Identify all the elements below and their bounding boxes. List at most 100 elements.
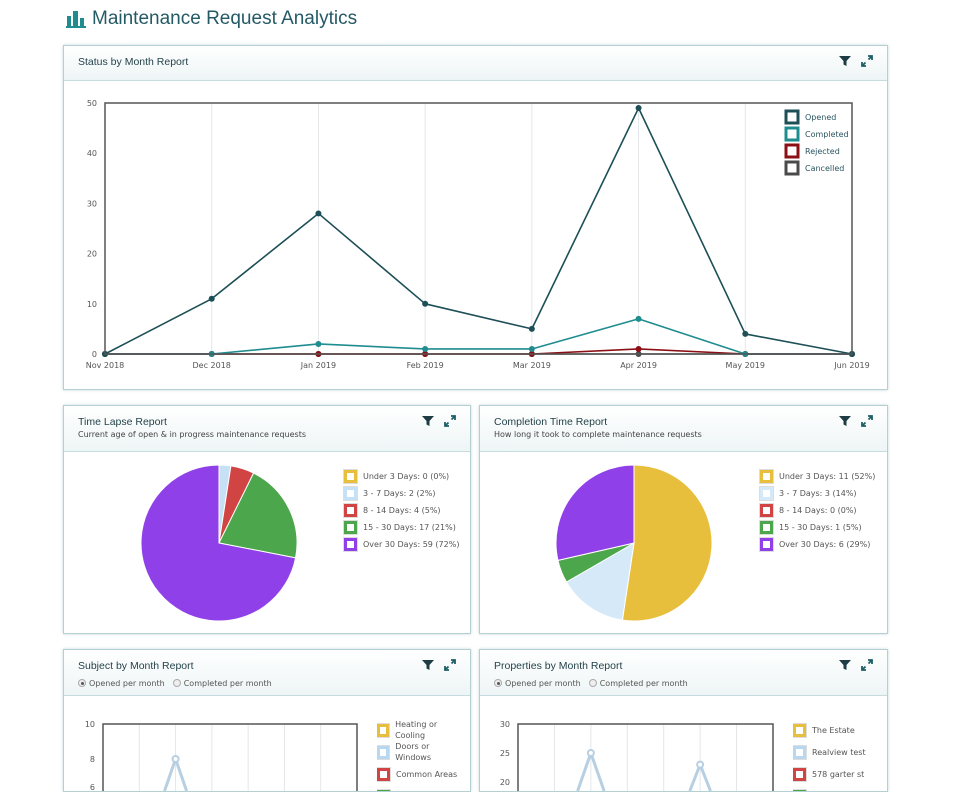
radio-completed-per-month[interactable]: Completed per month [588,679,688,688]
expand-icon[interactable] [861,415,873,427]
legend-swatch [344,521,357,534]
legend-item: 8 - 14 Days: 0 (0%) [760,502,875,519]
x-tick-label: Nov 2018 [86,361,125,370]
expand-icon[interactable] [444,415,456,427]
time-lapse-pie [140,464,298,622]
y-tick-label: 30 [87,199,97,208]
radio-opened-per-month[interactable]: Opened per month [494,679,581,688]
filter-icon[interactable] [422,415,434,427]
completion-time-pie [555,464,713,622]
radio-completed-per-month[interactable]: Completed per month [172,679,272,688]
card-title: Completion Time Report [494,416,608,428]
expand-icon[interactable] [444,659,456,671]
card-title: Subject by Month Report [78,660,194,672]
data-point [171,755,180,763]
y-tick-label: 20 [500,778,510,787]
legend-label: Diamond Place [812,791,872,792]
legend-swatch [784,126,800,142]
page-title-text: Maintenance Request Analytics [92,8,358,29]
pie-slice [140,464,297,622]
data-point [528,345,535,352]
legend-item: Over 30 Days: 6 (29%) [760,536,875,553]
time-lapse-card: Time Lapse Report Current age of open & … [63,405,471,634]
x-tick-label: Feb 2019 [407,361,444,370]
data-point [422,300,429,307]
card-subtitle: How long it took to complete maintenance… [494,430,702,439]
legend-item: Diamond Place [793,785,883,791]
legend-item-cancelled: Cancelled [784,160,844,176]
legend-label: Heating or Cooling [395,720,438,740]
legend-label: Realview test [812,747,866,757]
filter-icon[interactable] [839,415,851,427]
legend-item: Common Areas [377,763,462,785]
legend-swatch [784,160,800,176]
data-point [635,345,642,352]
legend-label: Pest Control [396,791,444,792]
x-tick-label: Jan 2019 [300,361,336,370]
data-point [315,340,322,347]
legend-label: Over 30 Days: 59 (72%) [363,540,460,549]
legend-item: 578 garter st [793,763,883,785]
x-tick-label: May 2019 [726,361,765,370]
card-title: Time Lapse Report [78,416,167,428]
filter-icon[interactable] [839,55,851,67]
pie-slice [621,464,713,622]
legend-label: Cancelled [805,164,844,173]
y-tick-label: 8 [90,755,95,764]
legend-swatch [344,538,357,551]
filter-icon[interactable] [839,659,851,671]
x-tick-label: Jun 2019 [833,361,869,370]
card-header: Subject by Month Report Opened per month… [64,650,470,696]
data-point [528,325,535,332]
legend-label: 3 - 7 Days: 3 (14%) [779,489,857,498]
legend-item: Under 3 Days: 0 (0%) [344,468,459,485]
plot-frame [102,723,358,791]
status-by-month-card: Status by Month Report 0 10 20 30 40 50 Nov 20… [63,45,888,390]
legend-swatch [760,504,773,517]
subject-legend: Heating or Cooling Doors or Windows Common… [377,719,462,791]
legend-swatch [377,789,390,791]
legend-swatch [784,143,800,159]
x-tick-label: Apr 2019 [620,361,657,370]
legend-swatch [760,487,773,500]
pie-slice [555,464,635,561]
data-point [635,105,642,112]
legend-swatch [344,487,357,500]
radio-opened-per-month[interactable]: Opened per month [78,679,165,688]
y-tick-label: 30 [500,720,510,729]
subject-line-chart: 6 8 10 [85,720,358,791]
legend-item: 15 - 30 Days: 17 (21%) [344,519,459,536]
card-header: Properties by Month Report Opened per mo… [480,650,887,696]
legend-item: Under 3 Days: 11 (52%) [760,468,875,485]
legend-label: 15 - 30 Days: 1 (5%) [779,523,862,532]
legend-label: Rejected [805,147,840,156]
x-tick-label: Mar 2019 [513,361,551,370]
legend-swatch [784,109,800,125]
data-point [315,210,322,217]
legend-label: Doors or Windows [395,742,432,762]
expand-icon[interactable] [861,55,873,67]
expand-icon[interactable] [861,659,873,671]
legend-swatch [377,723,390,737]
legend-label: 15 - 30 Days: 17 (21%) [363,523,456,532]
legend-item-rejected: Rejected [784,143,840,159]
legend-label: The Estate [812,725,855,735]
legend-item-opened: Opened [784,109,836,125]
data-point [422,345,429,352]
page-title: Maintenance Request Analytics [66,8,357,30]
y-tick-label: 10 [85,720,95,729]
properties-by-month-card: Properties by Month Report Opened per mo… [479,649,888,792]
data-point [586,749,595,757]
legend-swatch [760,538,773,551]
legend-label: Common Areas [396,769,458,779]
legend-swatch [377,745,390,759]
card-title: Status by Month Report [78,56,189,68]
legend-label: Over 30 Days: 6 (29%) [779,540,871,549]
filter-icon[interactable] [422,659,434,671]
plot-frame [517,723,774,791]
legend-item: Realview test [793,741,883,763]
y-tick-label: 50 [87,99,97,108]
x-tick-label: Dec 2018 [193,361,231,370]
legend-item: 8 - 14 Days: 4 (5%) [344,502,459,519]
legend-item: Heating or Cooling [377,719,462,741]
